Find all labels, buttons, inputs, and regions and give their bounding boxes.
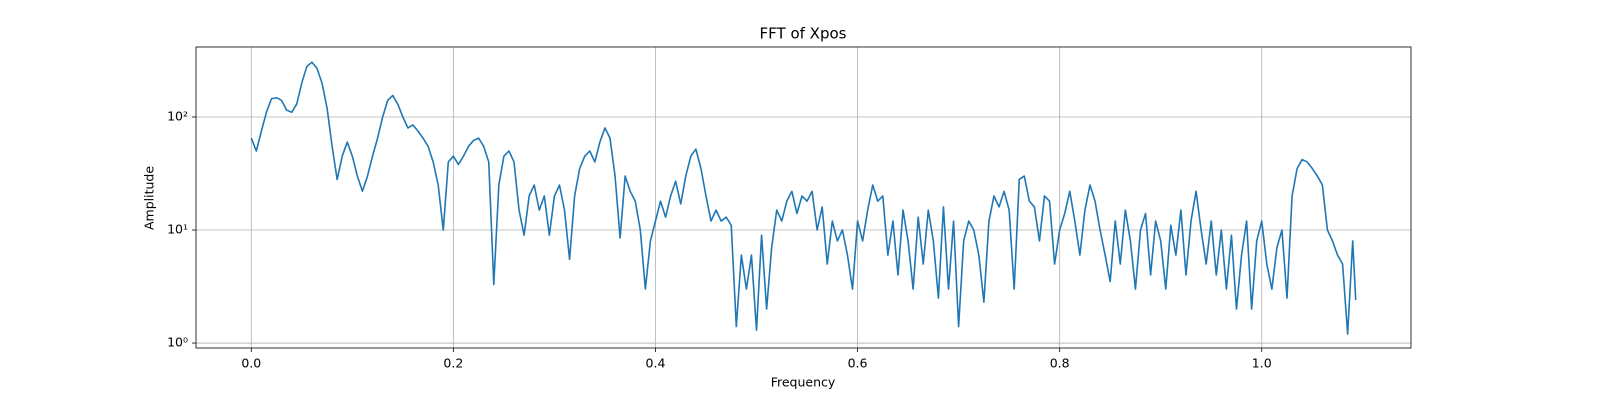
axes-frame [195,46,1412,349]
x-tick-label: 0.2 [443,356,463,371]
x-tick-label: 1.0 [1252,356,1272,371]
y-tick-label: 10² [167,108,188,123]
y-tick-label: 10⁰ [167,335,188,350]
x-tick-label: 0.4 [646,356,666,371]
chart-title: FFT of Xpos [760,25,847,43]
plot-area [250,61,1357,335]
x-tick-label: 0.6 [848,356,868,371]
x-axis-label: Frequency [771,375,836,390]
y-axis-label: Amplitude [142,166,157,230]
data-line [250,61,1357,335]
x-tick-label: 0.0 [241,356,261,371]
x-tick-label: 0.8 [1050,356,1070,371]
y-tick-label: 10¹ [167,222,188,237]
grid [196,47,1411,348]
